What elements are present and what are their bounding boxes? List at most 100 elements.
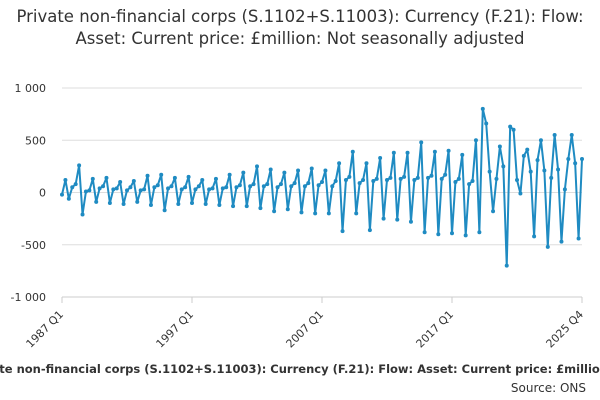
- legend-entry[interactable]: Private non-financial corps (S.1102+S.11…: [0, 362, 600, 376]
- data-point[interactable]: [326, 211, 331, 216]
- data-point[interactable]: [145, 173, 150, 178]
- data-point[interactable]: [282, 170, 287, 175]
- data-point[interactable]: [450, 231, 454, 236]
- data-point[interactable]: [275, 185, 280, 190]
- data-point[interactable]: [494, 176, 499, 181]
- data-point[interactable]: [566, 157, 571, 162]
- data-point[interactable]: [70, 185, 75, 190]
- data-point[interactable]: [200, 177, 205, 182]
- data-point[interactable]: [552, 133, 557, 138]
- data-point[interactable]: [477, 230, 482, 235]
- data-point[interactable]: [532, 234, 537, 239]
- data-point[interactable]: [511, 127, 516, 132]
- data-point[interactable]: [388, 175, 393, 180]
- data-point[interactable]: [268, 167, 273, 172]
- data-point[interactable]: [60, 192, 64, 197]
- data-point[interactable]: [299, 210, 304, 215]
- data-point[interactable]: [470, 179, 475, 183]
- data-point[interactable]: [210, 186, 215, 191]
- data-point[interactable]: [573, 161, 578, 166]
- data-point[interactable]: [193, 187, 198, 192]
- data-point[interactable]: [306, 181, 311, 186]
- data-point[interactable]: [289, 184, 294, 189]
- data-point[interactable]: [313, 211, 318, 216]
- data-point[interactable]: [467, 182, 472, 187]
- data-point[interactable]: [309, 166, 314, 171]
- data-point[interactable]: [90, 176, 95, 181]
- data-point[interactable]: [94, 199, 99, 204]
- data-point[interactable]: [515, 177, 519, 182]
- data-point[interactable]: [296, 168, 301, 173]
- data-point[interactable]: [333, 179, 338, 183]
- data-point[interactable]: [73, 182, 78, 187]
- data-point[interactable]: [142, 187, 147, 192]
- data-point[interactable]: [138, 188, 143, 193]
- data-point[interactable]: [385, 177, 389, 182]
- data-point[interactable]: [419, 140, 424, 145]
- data-point[interactable]: [131, 179, 136, 183]
- data-point[interactable]: [398, 176, 403, 181]
- data-point[interactable]: [456, 176, 461, 181]
- data-point[interactable]: [162, 208, 167, 213]
- data-point[interactable]: [107, 200, 112, 205]
- data-point[interactable]: [248, 184, 253, 189]
- data-point[interactable]: [381, 216, 386, 221]
- data-point[interactable]: [480, 106, 485, 111]
- data-point[interactable]: [402, 174, 407, 179]
- data-point[interactable]: [340, 229, 345, 234]
- data-point[interactable]: [101, 184, 106, 189]
- data-point[interactable]: [439, 176, 444, 181]
- data-point[interactable]: [183, 185, 188, 190]
- data-point[interactable]: [128, 185, 133, 190]
- data-point[interactable]: [66, 196, 71, 201]
- data-point[interactable]: [316, 183, 321, 188]
- data-point[interactable]: [159, 172, 164, 177]
- data-point[interactable]: [491, 209, 496, 214]
- data-point[interactable]: [63, 177, 68, 182]
- data-point[interactable]: [203, 202, 208, 206]
- data-point[interactable]: [487, 169, 492, 174]
- data-point[interactable]: [391, 150, 396, 155]
- data-point[interactable]: [538, 138, 543, 143]
- data-point[interactable]: [525, 147, 530, 152]
- data-point[interactable]: [521, 153, 526, 158]
- data-point[interactable]: [463, 233, 468, 238]
- data-point[interactable]: [87, 188, 92, 193]
- data-point[interactable]: [155, 183, 160, 188]
- data-point[interactable]: [125, 188, 129, 193]
- data-point[interactable]: [337, 161, 342, 166]
- data-point[interactable]: [357, 181, 362, 186]
- data-point[interactable]: [323, 168, 328, 173]
- data-point[interactable]: [408, 219, 413, 224]
- data-point[interactable]: [77, 163, 82, 168]
- data-point[interactable]: [320, 180, 324, 185]
- data-point[interactable]: [504, 263, 509, 268]
- data-point[interactable]: [422, 230, 427, 235]
- data-point[interactable]: [176, 202, 181, 206]
- data-point[interactable]: [97, 186, 102, 191]
- data-point[interactable]: [415, 175, 420, 180]
- data-point[interactable]: [261, 184, 266, 189]
- data-point[interactable]: [350, 149, 355, 154]
- data-point[interactable]: [302, 184, 307, 189]
- data-point[interactable]: [576, 236, 581, 241]
- data-point[interactable]: [361, 177, 366, 182]
- data-point[interactable]: [569, 133, 574, 138]
- data-point[interactable]: [580, 157, 584, 162]
- data-point[interactable]: [535, 158, 540, 163]
- data-point[interactable]: [426, 175, 431, 180]
- data-point[interactable]: [244, 204, 249, 209]
- data-point[interactable]: [460, 152, 465, 157]
- data-point[interactable]: [227, 172, 232, 177]
- data-point[interactable]: [196, 184, 201, 189]
- data-point[interactable]: [556, 167, 561, 172]
- data-point[interactable]: [354, 211, 359, 216]
- data-point[interactable]: [528, 169, 533, 174]
- data-point[interactable]: [207, 187, 212, 192]
- data-point[interactable]: [241, 170, 246, 175]
- data-point[interactable]: [83, 189, 88, 194]
- data-point[interactable]: [265, 182, 270, 187]
- data-point[interactable]: [121, 202, 126, 206]
- data-point[interactable]: [443, 172, 448, 177]
- data-point[interactable]: [148, 203, 153, 208]
